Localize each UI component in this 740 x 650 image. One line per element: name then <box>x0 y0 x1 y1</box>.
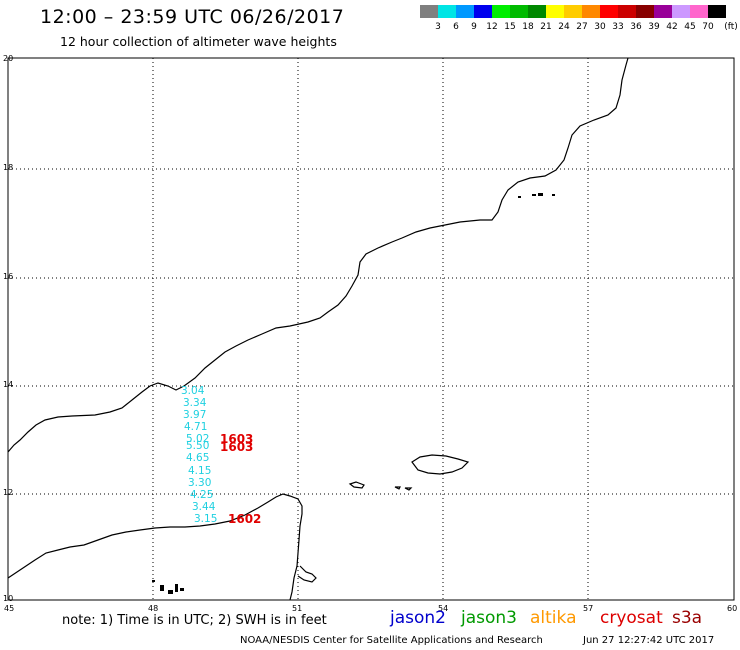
scale-tick-label: 39 <box>648 22 660 32</box>
lon-label-45: 45 <box>4 604 15 613</box>
scale-tick-label: 42 <box>666 22 678 32</box>
somali-inlet-cluster <box>152 580 184 594</box>
scale-swatch <box>492 5 510 18</box>
satellite-legend-cryosat: cryosat <box>600 608 663 628</box>
page-title: 12:00 – 23:59 UTC 06/26/2017 <box>40 6 345 28</box>
scale-tick-label: 70 <box>702 22 714 32</box>
scale-swatch <box>528 5 546 18</box>
scale-swatch <box>708 5 726 18</box>
lat-label-16: 16 <box>3 272 14 281</box>
track-time-label: 1603 <box>220 440 254 454</box>
scale-unit-label: (ft) <box>724 22 738 32</box>
scale-tick-label: 21 <box>540 22 552 32</box>
credit-line: NOAA/NESDIS Center for Satellite Applica… <box>240 635 543 646</box>
wave-height-value: 4.71 <box>184 421 208 433</box>
satellite-legend-s3a: s3a <box>672 608 703 628</box>
islet-a <box>348 481 365 489</box>
islet-c <box>404 487 413 491</box>
scale-tick-label: 36 <box>630 22 642 32</box>
page-subtitle: 12 hour collection of altimeter wave hei… <box>60 34 337 49</box>
lat-label-18: 18 <box>3 163 14 172</box>
wave-height-value: 3.97 <box>183 409 207 421</box>
satellite-legend-altika: altika <box>530 608 577 628</box>
wave-height-value: 5.02 <box>186 433 210 445</box>
lon-label-57: 57 <box>583 604 594 613</box>
satellite-legend-jason2: jason2 <box>390 608 446 628</box>
satellite-legend-jason3: jason3 <box>461 608 517 628</box>
lon-label-51: 51 <box>292 604 303 613</box>
scale-tick-label: 33 <box>612 22 624 32</box>
scale-swatch <box>456 5 474 18</box>
scale-tick-label: 45 <box>684 22 696 32</box>
wave-height-value: 3.34 <box>183 397 207 409</box>
coastline <box>7 57 629 601</box>
lon-label-60: 60 <box>727 604 738 613</box>
map-frame <box>7 57 735 601</box>
scale-swatch <box>438 5 456 18</box>
scale-tick-label: 3 <box>435 22 441 32</box>
wave-height-value: 4.25 <box>190 489 214 501</box>
scale-swatch <box>672 5 690 18</box>
lon-label-48: 48 <box>148 604 159 613</box>
somali-coast <box>7 493 303 601</box>
lon-label-54: 54 <box>438 604 449 613</box>
scale-tick-label: 9 <box>471 22 477 32</box>
scale-tick-label: 15 <box>504 22 516 32</box>
socotra-island <box>411 454 470 475</box>
wave-height-value: 3.30 <box>188 477 212 489</box>
wave-height-value: 3.15 <box>194 513 218 525</box>
scale-tick-label: 6 <box>453 22 459 32</box>
scale-swatch <box>474 5 492 18</box>
track-time-label: 1602 <box>228 512 262 526</box>
scale-tick-label: 24 <box>558 22 570 32</box>
scale-swatch <box>420 5 438 18</box>
islet-b <box>394 486 401 490</box>
lat-label-20: 20 <box>3 54 14 63</box>
scale-tick-label: 27 <box>576 22 588 32</box>
wave-height-value: 3.04 <box>181 385 205 397</box>
scale-tick-label: 30 <box>594 22 606 32</box>
units-note: note: 1) Time is in UTC; 2) SWH is in fe… <box>62 613 327 628</box>
scale-swatch <box>510 5 528 18</box>
wave-height-value: 3.44 <box>192 501 216 513</box>
kuria-muria-islands <box>518 193 555 198</box>
lat-label-14: 14 <box>3 380 14 389</box>
scale-swatch <box>654 5 672 18</box>
wave-height-value: 4.65 <box>186 452 210 464</box>
wave-height-value: 4.15 <box>188 465 212 477</box>
scale-swatch <box>582 5 600 18</box>
scale-swatch <box>546 5 564 18</box>
arabian-coast <box>7 57 629 453</box>
guardafui-tip <box>297 565 317 583</box>
scale-tick-label: 18 <box>522 22 534 32</box>
scale-swatch <box>690 5 708 18</box>
graticule <box>8 58 734 600</box>
scale-tick-label: 12 <box>486 22 498 32</box>
scale-swatch <box>600 5 618 18</box>
scale-swatch <box>618 5 636 18</box>
scale-swatch <box>564 5 582 18</box>
generated-timestamp: Jun 27 12:27:42 UTC 2017 <box>583 635 715 646</box>
scale-swatch <box>636 5 654 18</box>
track-time-label: 1603 <box>220 432 254 446</box>
lat-label-10: 10 <box>3 594 14 603</box>
wave-height-value: 5.50 <box>186 440 210 452</box>
lat-label-12: 12 <box>3 488 14 497</box>
